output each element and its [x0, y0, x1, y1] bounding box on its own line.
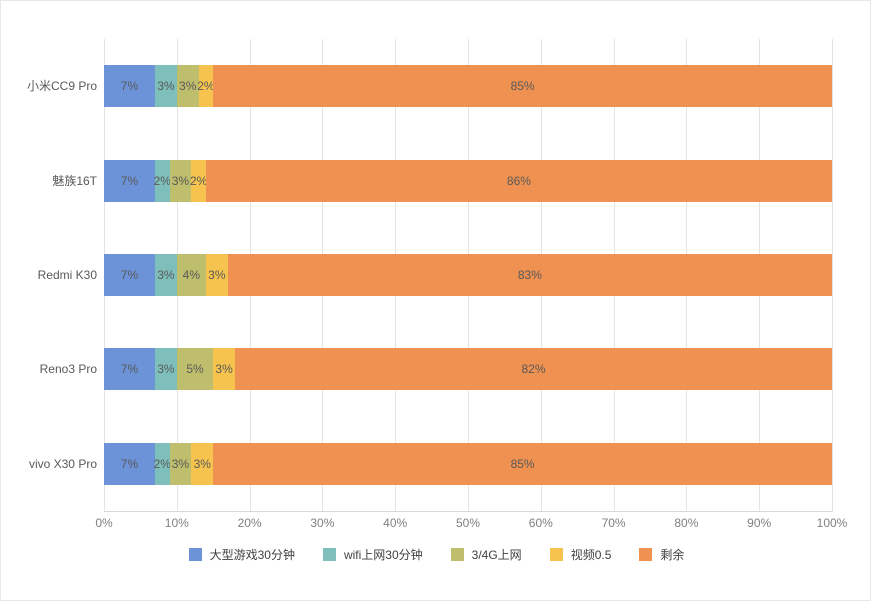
legend-label: 3/4G上网	[471, 548, 522, 562]
bar-segment: 7%	[104, 348, 155, 391]
x-axis-tick-label: 90%	[747, 516, 772, 530]
bar-segment: 2%	[153, 159, 171, 202]
legend-item[interactable]: 剩余	[639, 546, 684, 563]
legend-label: 大型游戏30分钟	[209, 548, 295, 562]
bar-value-label: 83%	[517, 268, 542, 282]
bar-value-label: 86%	[506, 173, 531, 188]
bar-value-label: 3%	[215, 362, 233, 377]
bar-segment: 3%	[213, 348, 236, 391]
bar-value-label: 3%	[179, 79, 197, 94]
bar-segment: 3%	[176, 65, 199, 108]
bar-value-label: 3%	[171, 456, 190, 471]
bar-value-label: 5%	[186, 362, 204, 377]
bar-segment: 85%	[213, 442, 832, 485]
bar-value-label: 85%	[510, 79, 535, 94]
x-axis-tick-label: 20%	[237, 516, 262, 530]
bar-value-label: 7%	[120, 268, 139, 282]
category-label: Reno3 Pro	[39, 362, 97, 377]
x-axis-tick-label: 10%	[164, 516, 189, 530]
legend-item[interactable]: 视频0.5	[549, 546, 612, 563]
legend-label: wifi上网30分钟	[343, 548, 423, 562]
bar-segment: 7%	[104, 159, 155, 202]
legend-item[interactable]: 3/4G上网	[450, 546, 522, 563]
bar-segment: 7%	[104, 65, 155, 108]
bar-value-label: 7%	[120, 173, 139, 188]
bar-segment: 3%	[154, 348, 177, 391]
bar-value-label: 3%	[193, 456, 211, 471]
bar-value-label: 2%	[197, 79, 215, 94]
bar-segment: 83%	[227, 254, 832, 296]
bar-segment: 7%	[104, 254, 155, 296]
legend-swatch-icon	[322, 548, 336, 561]
x-axis-tick-label: 30%	[310, 516, 335, 530]
bar-value-label: 2%	[189, 173, 208, 188]
legend-swatch-icon	[639, 548, 653, 561]
bar-segment: 86%	[205, 159, 832, 202]
legend-item[interactable]: 大型游戏30分钟	[188, 546, 295, 563]
bar-value-label: 2%	[153, 173, 171, 188]
x-axis-tick-label: 60%	[528, 516, 553, 530]
bar-value-label: 3%	[157, 79, 175, 94]
category-label: 魅族16T	[52, 173, 97, 188]
bar-value-label: 3%	[157, 362, 175, 377]
bar-segment: 3%	[154, 254, 177, 296]
bar-segment: 3%	[205, 254, 228, 296]
x-axis-tick-label: 40%	[383, 516, 408, 530]
category-label: vivo X30 Pro	[28, 456, 97, 471]
x-axis-line	[104, 511, 833, 512]
bar-segment: 3%	[191, 442, 214, 485]
bar-segment: 2%	[189, 159, 208, 202]
bar-value-label: 7%	[120, 362, 139, 377]
category-label: Redmi K30	[37, 268, 97, 282]
bar-value-label: 3%	[208, 268, 226, 282]
bar-value-label: 2%	[153, 456, 171, 471]
gridline	[832, 39, 833, 511]
bar-segment: 3%	[169, 442, 192, 485]
bar-value-label: 4%	[182, 268, 201, 282]
x-axis-tick-label: 50%	[455, 516, 481, 530]
legend-swatch-icon	[549, 548, 563, 561]
bar-segment: 5%	[176, 348, 214, 391]
legend-swatch-icon	[188, 548, 202, 561]
legend-item[interactable]: wifi上网30分钟	[322, 546, 423, 563]
chart-legend: 大型游戏30分钟 wifi上网30分钟 3/4G上网 视频0.5 剩余	[1, 546, 870, 563]
bar-value-label: 3%	[171, 173, 190, 188]
bar-segment: 3%	[169, 159, 192, 202]
bar-value-label: 85%	[510, 456, 535, 471]
bar-segment: 2%	[153, 442, 171, 485]
bar-value-label: 82%	[521, 362, 546, 377]
x-axis-tick-label: 100%	[816, 516, 848, 530]
bar-value-label: 7%	[120, 79, 139, 94]
x-axis-tick-label: 0%	[95, 516, 113, 530]
legend-swatch-icon	[450, 548, 464, 561]
legend-label: 视频0.5	[570, 548, 612, 562]
bar-value-label: 3%	[157, 268, 175, 282]
bar-segment: 85%	[213, 65, 832, 108]
bar-segment: 3%	[154, 65, 177, 108]
bar-segment: 82%	[235, 348, 832, 391]
category-label: 小米CC9 Pro	[26, 79, 97, 94]
bar-value-label: 7%	[120, 456, 139, 471]
bar-segment: 2%	[197, 65, 215, 108]
bar-segment: 7%	[104, 442, 155, 485]
bar-segment: 4%	[176, 254, 206, 296]
x-axis-tick-label: 70%	[601, 516, 626, 530]
legend-label: 剩余	[660, 548, 685, 562]
x-axis-tick-label: 80%	[674, 516, 699, 530]
